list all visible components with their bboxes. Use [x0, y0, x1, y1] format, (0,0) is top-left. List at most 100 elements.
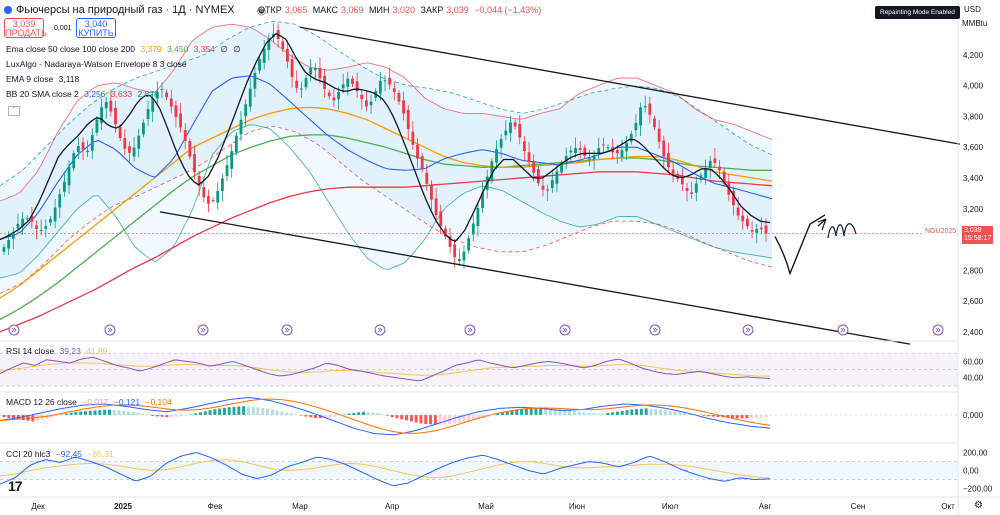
- sell-price: 3,039: [12, 19, 36, 29]
- macd-hist-bar: [601, 413, 605, 415]
- time-tick-label[interactable]: Окт: [941, 502, 955, 511]
- macd-hist-bar: [687, 413, 691, 415]
- candle-body: [560, 163, 563, 173]
- rsi-legend[interactable]: RSI 14 close 39,23 41,89: [6, 346, 111, 356]
- macd-hist-bar: [45, 415, 49, 419]
- macd-hist-bar: [2, 415, 6, 418]
- indicator-ema-multi[interactable]: Ema close 50 close 100 close 200 3,379 3…: [6, 44, 244, 55]
- macd-hist-bar: [706, 415, 710, 417]
- macd-hist-bar: [160, 415, 164, 417]
- price-tick-label: 3,600: [963, 143, 984, 152]
- candle-body: [495, 148, 498, 163]
- cci-pane[interactable]: [0, 452, 958, 487]
- macd-hist-bar: [170, 415, 174, 417]
- macd-hist-bar: [759, 415, 763, 418]
- candle-body: [643, 106, 647, 108]
- macd-hist-bar: [179, 415, 183, 417]
- macd-hist-bar: [524, 408, 528, 415]
- candle-body: [662, 140, 666, 157]
- candle-body: [197, 175, 201, 186]
- candle-body: [481, 192, 484, 208]
- candle-body: [430, 185, 433, 200]
- indicator-ema9[interactable]: EMA 9 close 3,118: [6, 74, 82, 84]
- candle-body: [290, 59, 294, 78]
- candle-body: [499, 138, 503, 148]
- indicator-nadaraya[interactable]: LuxAlgo - Nadaraya-Watson Envelope 8 3 c…: [6, 59, 190, 69]
- candle-body: [546, 189, 550, 191]
- macd-hist-bar: [443, 415, 447, 425]
- candle-body: [592, 155, 596, 160]
- macd-legend[interactable]: MACD 12 26 close −0,017 −0,121 −0,104: [6, 397, 175, 407]
- buy-price: 3,040: [84, 19, 108, 29]
- time-tick-label[interactable]: Мар: [292, 502, 308, 511]
- symbol-title[interactable]: Фьючерсы на природный газ · 1Д · NYMEX: [16, 4, 235, 16]
- macd-hist-bar: [203, 411, 207, 415]
- event-marker-arrow: [935, 327, 941, 333]
- collapse-legend-icon[interactable]: ⌃: [8, 106, 20, 116]
- macd-hist-bar: [606, 412, 610, 415]
- projection-scribble: [827, 223, 857, 239]
- candle-body: [578, 148, 582, 151]
- time-tick-label[interactable]: Дек: [31, 502, 45, 511]
- candle-body: [151, 98, 155, 112]
- candle-body: [509, 122, 512, 134]
- candle-body: [313, 67, 317, 71]
- rsi-name: RSI 14 close: [6, 346, 55, 356]
- time-tick-label[interactable]: Май: [478, 502, 494, 511]
- eye-icon[interactable]: ◉: [256, 4, 267, 17]
- currency-label[interactable]: USD: [964, 5, 981, 14]
- candle-body: [63, 181, 66, 192]
- rsi-pane[interactable]: [0, 352, 958, 387]
- time-tick-label[interactable]: Апр: [385, 502, 400, 511]
- unit-label[interactable]: MMBtu: [962, 19, 988, 28]
- ema9-line: [0, 32, 771, 243]
- candle-body: [634, 123, 638, 131]
- macd-hist-bar: [40, 415, 44, 420]
- sell-button[interactable]: 3,039 ПРОДАТЬ: [4, 18, 47, 38]
- settings-gear-icon[interactable]: ⚙: [974, 500, 983, 511]
- macd-hist-bar: [496, 413, 500, 415]
- candle-body: [736, 207, 740, 216]
- macd-name: MACD 12 26 close: [6, 397, 77, 407]
- candle-body: [155, 91, 159, 99]
- candle-body: [397, 93, 401, 102]
- macd-hist-bar: [290, 413, 294, 415]
- candle-body: [137, 135, 141, 149]
- macd-pane[interactable]: [0, 397, 958, 436]
- candle-body: [555, 171, 559, 184]
- time-tick-label[interactable]: Сен: [851, 502, 866, 511]
- macd-hist-bar: [328, 415, 332, 418]
- candle-body: [220, 178, 224, 191]
- macd-hist-bar: [347, 413, 351, 415]
- tradingview-logo[interactable]: 17: [8, 478, 23, 494]
- macd-hist-bar: [208, 410, 212, 415]
- time-tick-label[interactable]: Июл: [662, 502, 679, 511]
- price-tag-price: 3,039: [964, 227, 982, 234]
- macd-hist-bar: [414, 415, 418, 423]
- buy-button[interactable]: 3,040 КУПИТЬ: [76, 18, 116, 38]
- macd-hist-bar: [548, 407, 552, 415]
- time-tick-label[interactable]: Июн: [569, 502, 585, 511]
- indicator-bb[interactable]: BB 20 SMA close 2 3,256 3,633 2,878: [6, 89, 162, 99]
- candle-body: [304, 78, 308, 88]
- macd-hist-bar: [112, 409, 116, 415]
- macd-hist-bar: [270, 409, 274, 415]
- cci-legend[interactable]: CCI 20 hlc3 −92,45 −85,31: [6, 449, 117, 459]
- candle-body: [704, 168, 707, 178]
- time-tick-label[interactable]: Авг: [759, 502, 772, 511]
- candle-body: [467, 238, 471, 251]
- rsi-line: [0, 356, 771, 382]
- candle-body: [72, 153, 76, 169]
- candle-body: [327, 92, 331, 97]
- macd-hist-bar: [371, 412, 375, 415]
- macd-hist-bar: [74, 412, 78, 415]
- time-tick-label[interactable]: 2025: [114, 502, 132, 511]
- candle-body: [169, 98, 173, 107]
- candle-body: [378, 80, 382, 94]
- time-tick-label[interactable]: Фев: [208, 502, 223, 511]
- macd-hist-bar: [333, 415, 337, 417]
- cci-line: [0, 452, 771, 487]
